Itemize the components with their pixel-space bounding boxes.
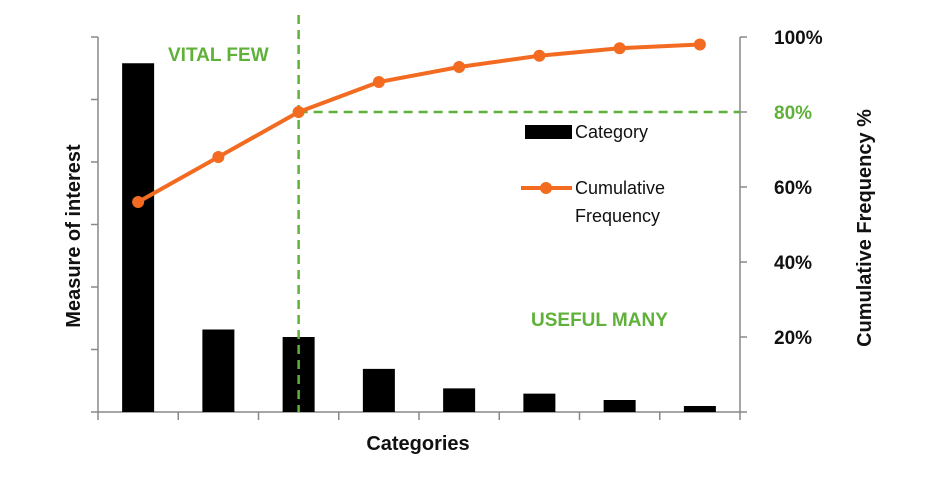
text-layer: VITAL FEW USEFUL MANY Categories Measure…	[63, 45, 876, 455]
cumulative-point	[453, 61, 466, 73]
y2-tick-label: 20%	[774, 328, 812, 349]
legend-label-cumulative: Cumulative Frequency	[575, 178, 665, 226]
bar	[683, 406, 716, 412]
y2-tick-label: 40%	[774, 253, 812, 274]
bar	[362, 368, 395, 412]
legend	[521, 125, 572, 194]
y2-axis-title: Cumulative Frequency %	[854, 109, 876, 347]
region-label-useful-many: USEFUL MANY	[531, 310, 668, 331]
cumulative-frequency-line	[137, 42, 700, 204]
y2-tick-label: 60%	[774, 178, 812, 199]
y2-tick-label: 80%	[774, 103, 812, 124]
bar	[443, 388, 476, 412]
bar	[523, 393, 556, 412]
bars-layer	[122, 63, 716, 412]
cumulative-point	[693, 38, 706, 51]
legend-swatch-category	[525, 125, 572, 139]
bar	[603, 400, 636, 412]
bar	[202, 329, 235, 412]
cumulative-point	[533, 49, 546, 62]
legend-label-line: Cumulative	[575, 178, 665, 198]
legend-swatch-marker	[540, 182, 552, 194]
cumulative-point	[613, 42, 626, 55]
region-label-vital-few: VITAL FEW	[168, 45, 269, 66]
bar	[122, 63, 155, 412]
legend-label-line: Frequency	[575, 206, 660, 226]
cumulative-point	[212, 151, 225, 163]
cumulative-point	[372, 76, 385, 88]
legend-label-category: Category	[575, 122, 648, 142]
threshold-layer	[297, 15, 740, 412]
x-axis-title: Categories	[366, 433, 469, 455]
axes-layer: 20% 40% 60% 80% 100%	[91, 28, 823, 420]
cumulative-point	[132, 196, 145, 208]
cumulative-line-layer	[132, 38, 706, 208]
y-axis-title: Measure of interest	[63, 144, 85, 328]
cumulative-point	[292, 106, 305, 118]
y2-tick-label: 100%	[774, 28, 823, 49]
